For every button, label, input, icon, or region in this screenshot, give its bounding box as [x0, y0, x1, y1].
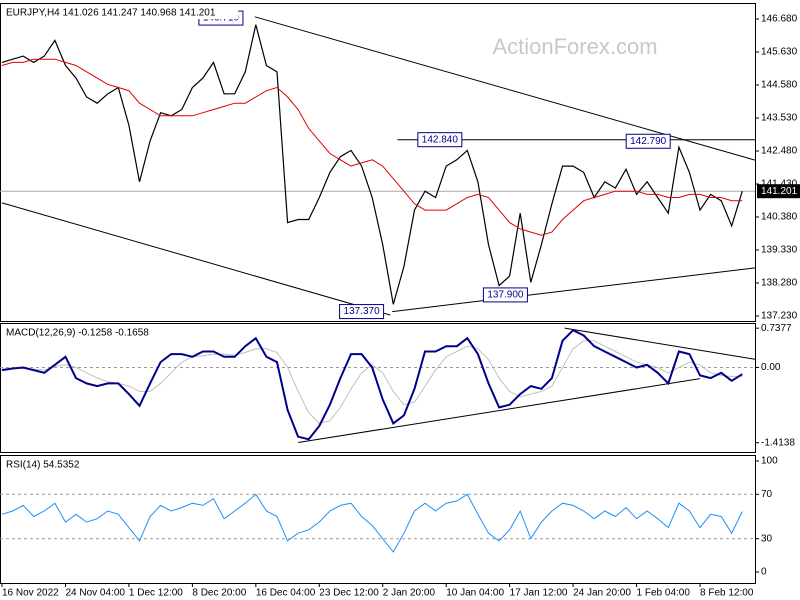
x-tick-label: 8 Feb 12:00 — [700, 588, 754, 599]
panel-frame — [0, 3, 756, 322]
annotation-label: 142.790 — [630, 136, 667, 147]
y-tick-label: 145.630 — [761, 47, 798, 58]
annotation-box — [625, 133, 671, 149]
x-tick-label: 16 Dec 04:00 — [256, 588, 316, 599]
trend-line — [254, 16, 756, 161]
x-tick-label: 24 Jan 20:00 — [573, 588, 631, 599]
annotation-box — [482, 287, 528, 303]
series-line — [1, 58, 743, 236]
y-tick-label: 138.280 — [761, 278, 798, 289]
x-tick-label: 24 Nov 04:00 — [65, 588, 125, 599]
x-tick-label: 16 Nov 2022 — [2, 588, 59, 599]
annotation-label: 137.900 — [487, 290, 524, 301]
title-bg — [3, 458, 87, 471]
panel-frame — [0, 323, 756, 453]
annotation-label: 142.840 — [422, 134, 459, 145]
panel-title: RSI(14) 54.5352 — [6, 460, 80, 471]
series-line — [1, 328, 743, 441]
y-tick-label: -1.4138 — [761, 437, 795, 448]
last-price-label: 141.201 — [761, 186, 798, 197]
series-line — [1, 493, 743, 553]
last-price-box — [757, 184, 800, 199]
y-tick-label: 144.580 — [761, 80, 798, 91]
trend-line — [1, 202, 391, 316]
panel-title: EURJPY,H4 141.026 141.247 140.968 141.20… — [6, 8, 216, 19]
x-tick-label: 1 Dec 12:00 — [129, 588, 183, 599]
x-tick-label: 23 Dec 12:00 — [319, 588, 379, 599]
y-tick-label: 0 — [761, 567, 767, 578]
trend-line — [392, 267, 756, 313]
x-tick-label: 2 Jan 20:00 — [383, 588, 436, 599]
y-tick-label: 146.680 — [761, 14, 798, 25]
x-tick-label: 17 Jan 12:00 — [510, 588, 568, 599]
annotation-box — [417, 132, 463, 148]
y-tick-label: 143.530 — [761, 113, 798, 124]
y-tick-label: 140.380 — [761, 212, 798, 223]
y-tick-label: 100 — [761, 456, 778, 467]
panel-frame — [0, 455, 756, 584]
y-tick-label: 139.330 — [761, 245, 798, 256]
x-tick-label: 10 Jan 04:00 — [446, 588, 504, 599]
series-line — [1, 340, 743, 424]
panel-title: MACD(12,26,9) -0.1258 -0.1658 — [6, 328, 149, 339]
trend-line — [298, 378, 701, 444]
title-bg — [3, 326, 166, 339]
x-tick-label: 1 Feb 04:00 — [637, 588, 691, 599]
y-tick-label: 30 — [761, 533, 773, 544]
y-tick-label: 70 — [761, 489, 773, 500]
watermark: ActionForex.com — [492, 34, 657, 59]
series-line — [1, 24, 743, 305]
annotation-label: 137.370 — [344, 306, 381, 317]
title-bg — [3, 6, 239, 19]
y-tick-label: 141.430 — [761, 179, 798, 190]
annotation-box — [339, 304, 385, 320]
y-tick-label: 0.00 — [761, 362, 781, 373]
trend-line — [564, 327, 756, 360]
x-tick-label: 8 Dec 20:00 — [192, 588, 246, 599]
y-tick-label: 137.230 — [761, 311, 798, 322]
y-tick-label: 142.480 — [761, 146, 798, 157]
y-tick-label: 0.7377 — [761, 323, 792, 334]
